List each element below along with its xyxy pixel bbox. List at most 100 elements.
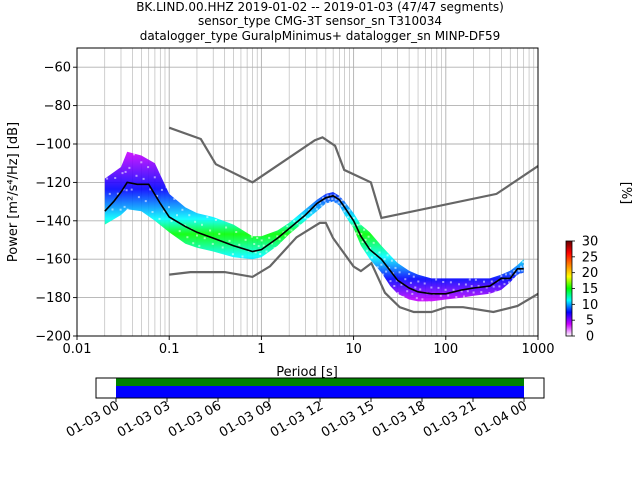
density-cell [406,290,408,292]
density-cell [521,269,523,271]
density-cell [229,240,231,242]
density-cell [491,281,493,283]
density-cell [263,245,265,247]
density-cell [488,292,490,294]
density-cell [109,193,111,195]
density-cell [325,202,327,204]
density-cell [261,239,263,241]
density-cell [447,295,449,297]
y-axis-label: Power [m²/s⁴/Hz] [dB] [6,122,21,262]
density-cell [171,220,173,222]
density-cell [417,281,419,283]
density-cell [336,203,338,205]
timeline-tick-label: 01-03 12 [268,398,326,440]
timeline-tick-label: 01-04 00 [472,398,530,440]
density-cell [192,242,194,244]
density-cell [145,200,147,202]
density-cell [179,230,181,232]
density-cell [442,281,444,283]
timeline-tick-label: 01-03 00 [64,398,122,440]
density-cell [128,167,130,169]
density-cell [411,293,413,295]
density-cell [291,230,293,232]
x-tick-label: 100 [433,342,458,357]
density-cell [473,292,475,294]
y-tick-label: −140 [35,214,71,229]
density-cell [215,219,217,221]
density-cell [159,218,161,220]
density-cell [343,210,345,212]
x-tick-label: 0.1 [159,342,180,357]
density-cell [399,271,401,273]
density-cell [508,281,510,283]
density-cell [259,253,261,255]
density-cell [504,283,506,285]
y-tick-label: −80 [44,99,71,114]
density-cell [519,273,521,275]
density-cell [516,276,518,278]
density-cell [310,212,312,214]
density-cell [465,284,467,286]
density-cell [500,275,502,277]
density-cell [365,239,367,241]
density-cell [371,257,373,259]
density-cell [154,176,156,178]
density-cell [312,214,314,216]
density-cell [510,273,512,275]
density-cell [344,204,346,206]
x-tick-label: 10 [345,342,362,357]
density-cell [363,229,365,231]
density-cell [186,236,188,238]
density-cell [274,247,276,249]
density-cell [256,237,258,239]
density-cell [408,273,410,275]
density-cell [245,239,247,241]
density-cell [483,281,485,283]
density-cell [480,291,482,293]
density-cell [362,241,364,243]
density-cell [359,223,361,225]
y-tick-label: −160 [35,253,71,268]
density-cell [331,198,333,200]
density-cell [413,276,415,278]
density-cell [495,291,497,293]
density-cell [293,220,295,222]
density-cell [445,289,447,291]
density-cell [393,285,395,287]
density-cell [136,175,138,177]
density-cell [279,238,281,240]
density-cell [450,281,452,283]
density-cell [173,198,175,200]
density-cell [351,224,353,226]
density-cell [266,251,268,253]
timeline-coverage-bar [116,386,524,398]
density-cell [368,236,370,238]
density-cell [384,258,386,260]
colorbar-tick-label: 15 [582,282,599,297]
timeline-tick-label: 01-03 03 [115,398,173,440]
density-cell [467,290,469,292]
density-cell [286,225,288,227]
x-tick-label: 1 [257,342,265,357]
colorbar-gradient [566,241,572,336]
density-cell [125,171,127,173]
density-cell [339,196,341,198]
density-cell [380,264,382,266]
density-cell [333,201,335,203]
density-cell [357,224,359,226]
density-cell [377,266,379,268]
density-cell [120,209,122,211]
density-cell [523,265,525,267]
density-cell [463,296,465,298]
colorbar-label: [%] [618,182,633,205]
density-cell [131,189,133,191]
timeline-tick-label: 01-03 18 [370,398,428,440]
y-axis: −60−80−100−120−140−160−180−200 [35,61,77,345]
density-cell [379,252,381,254]
density-cell [435,279,437,281]
density-cell [421,298,423,300]
density-cell [366,250,368,252]
density-cell [112,209,114,211]
density-cell [342,199,344,201]
density-cell [321,205,323,207]
